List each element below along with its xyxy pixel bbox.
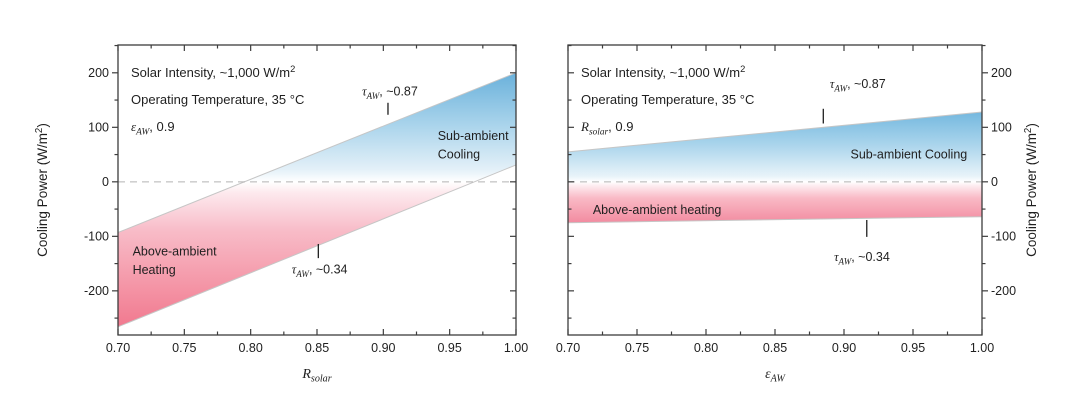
- above-ambient-heating-label: Above-ambient: [133, 245, 218, 259]
- x-tick-label: 0.70: [556, 341, 580, 355]
- x-axis-title: Rsolar: [301, 367, 331, 385]
- upper_boundary_tau_aw_0.87-line: [117, 72, 517, 233]
- info-line: Operating Temperature, 35 °C: [581, 92, 754, 107]
- tau-087-label: τAW, ~0.87: [362, 84, 418, 101]
- sub-ambient-cooling-label: Sub-ambient: [438, 129, 509, 143]
- x-tick-label: 0.75: [172, 341, 196, 355]
- tau-034-label: τAW, ~0.34: [834, 250, 890, 267]
- shaded-band: [568, 112, 982, 223]
- info-line: εAW, 0.9: [131, 119, 175, 138]
- panel-left: 0.70 0.75 0.80 0.85 0.90 0.95 1.00 200 100 0 -100 -…: [34, 44, 528, 385]
- x-tick-label: 0.85: [763, 341, 787, 355]
- x-tick-label: 0.80: [238, 341, 262, 355]
- y-tick-label: -200: [991, 284, 1016, 298]
- sub-ambient-cooling-label: Sub-ambient Cooling: [850, 148, 967, 162]
- x-axis-title: εAW: [765, 367, 786, 385]
- y-axis-title: Cooling Power (W/m2): [1023, 123, 1039, 257]
- info-line: Solar Intensity, ~1,000 W/m2: [131, 64, 295, 80]
- above-ambient-heating-label: Above-ambient heating: [593, 203, 722, 217]
- x-tick-label: 0.90: [371, 341, 395, 355]
- y-tick-label: 100: [991, 121, 1012, 135]
- plot-frame: [117, 44, 517, 336]
- tau-034-label: τAW, ~0.34: [292, 263, 348, 280]
- lower_boundary_tau_aw_0.34-line: [117, 164, 517, 328]
- panel-right: 0.70 0.75 0.80 0.85 0.90 0.95 1.00 200 100 0 -100 -…: [556, 44, 1039, 385]
- x-tick-label: 0.75: [625, 341, 649, 355]
- x-tick-label: 1.00: [970, 341, 994, 355]
- x-tick-label: 1.00: [504, 341, 528, 355]
- above-ambient-heating-label: Heating: [133, 263, 176, 277]
- x-tick-label: 0.95: [901, 341, 925, 355]
- shaded-band: [118, 72, 516, 327]
- x-tick-label: 0.95: [437, 341, 461, 355]
- y-tick-label: 0: [102, 175, 109, 189]
- lower_boundary_tau_aw_0.34-line: [567, 216, 983, 224]
- tau-087-label: τAW, ~0.87: [830, 77, 886, 94]
- plot-frame: [567, 44, 983, 336]
- y-tick-label: -200: [84, 284, 109, 298]
- y-tick-label: 200: [991, 66, 1012, 80]
- info-line: Solar Intensity, ~1,000 W/m2: [581, 64, 745, 80]
- y-tick-label: 0: [991, 175, 998, 189]
- sub-ambient-cooling-label: Cooling: [438, 147, 480, 161]
- info-line: Operating Temperature, 35 °C: [131, 92, 304, 107]
- y-tick-label: 200: [88, 66, 109, 80]
- y-tick-label: 100: [88, 121, 109, 135]
- y-axis-title: Cooling Power (W/m2): [34, 123, 50, 257]
- x-tick-label: 0.85: [305, 341, 329, 355]
- x-tick-label: 0.80: [694, 341, 718, 355]
- x-tick-label: 0.70: [106, 341, 130, 355]
- info-line: Rsolar, 0.9: [580, 119, 633, 138]
- y-tick-label: -100: [991, 230, 1016, 244]
- x-tick-label: 0.90: [832, 341, 856, 355]
- upper_boundary_tau_aw_0.87-line: [567, 111, 983, 153]
- y-tick-label: -100: [84, 230, 109, 244]
